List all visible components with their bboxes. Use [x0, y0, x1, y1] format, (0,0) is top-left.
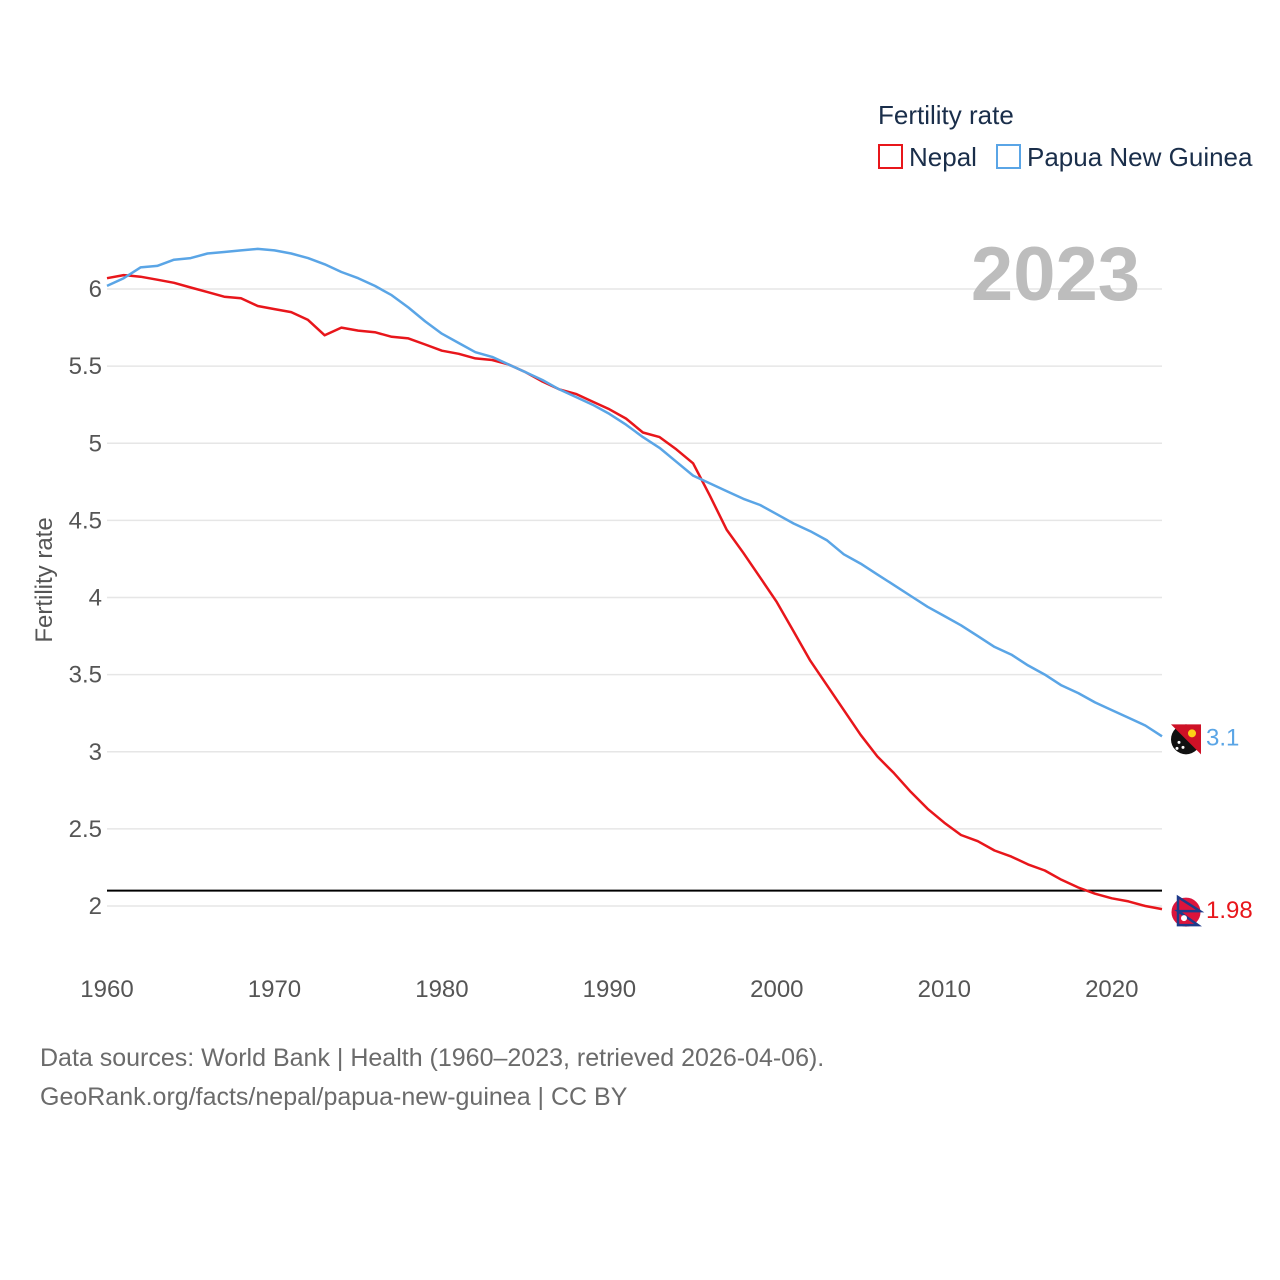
x-tick-label: 2010: [918, 976, 971, 1003]
x-tick-label: 2020: [1085, 976, 1138, 1003]
x-tick-label: 1980: [415, 976, 468, 1003]
x-tick-label: 1990: [583, 976, 636, 1003]
x-axis-ticks: 1960 1970 1980 1990 2000 2010 2020: [80, 976, 1138, 1003]
series-line-nepal[interactable]: [106, 273, 1163, 911]
flag-icon-nepal: [1170, 894, 1205, 928]
legend-swatch-nepal: [878, 144, 903, 169]
x-tick-label: 1960: [80, 976, 133, 1003]
x-tick-label: 1970: [248, 976, 301, 1003]
y-tick-label: 3: [89, 739, 102, 766]
footer-sources: Data sources: World Bank | Health (1960–…: [40, 1044, 825, 1072]
series-line-papua-new-guinea[interactable]: [106, 247, 1163, 738]
legend-item-nepal[interactable]: Nepal: [878, 142, 977, 172]
legend-label-nepal: Nepal: [909, 142, 977, 172]
legend-swatch-papua-new-guinea: [996, 144, 1021, 169]
legend-title: Fertility rate: [878, 100, 1014, 130]
legend: Fertility rate Nepal Papua New Guinea: [878, 100, 1253, 172]
y-tick-label: 3.5: [69, 662, 102, 689]
current-year-label: 2023: [971, 232, 1140, 317]
end-value-label-papua-new-guinea: 3.1: [1206, 724, 1239, 751]
y-tick-label: 5.5: [69, 353, 102, 380]
y-tick-label: 4: [89, 585, 102, 612]
y-tick-label: 2: [89, 893, 102, 920]
flag-icon-papua-new-guinea: [1171, 724, 1201, 755]
end-value-label-nepal: 1.98: [1206, 897, 1253, 924]
legend-label-papua-new-guinea: Papua New Guinea: [1027, 142, 1253, 172]
y-tick-label: 6: [89, 276, 102, 303]
legend-item-papua-new-guinea[interactable]: Papua New Guinea: [996, 142, 1253, 172]
x-tick-label: 2000: [750, 976, 803, 1003]
end-markers: 1.98 3.1: [1170, 724, 1253, 928]
y-axis-ticks: 2 2.5 3 3.5 4 4.5 5 5.5 6: [69, 276, 102, 920]
y-tick-label: 2.5: [69, 816, 102, 843]
y-tick-label: 4.5: [69, 507, 102, 534]
footer-link[interactable]: GeoRank.org/facts/nepal/papua-new-guinea…: [40, 1083, 628, 1111]
series-lines: [106, 247, 1163, 911]
y-tick-label: 5: [89, 430, 102, 457]
grid-lines: [107, 288, 1162, 907]
y-axis-label: Fertility rate: [31, 517, 58, 642]
